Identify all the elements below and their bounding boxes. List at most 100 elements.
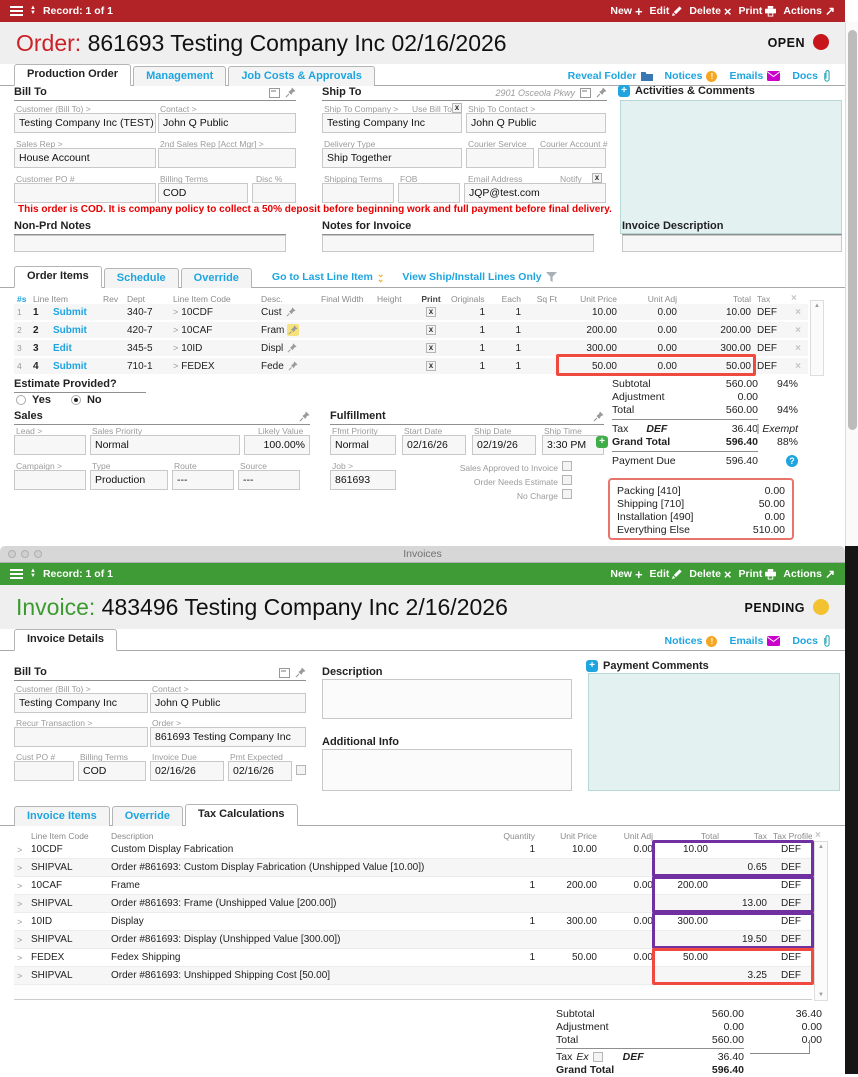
ffmt-priority-field[interactable]: Normal (330, 435, 396, 455)
pin-icon[interactable] (287, 360, 299, 372)
col-line-item[interactable]: Line Item (33, 294, 68, 304)
reveal-folder-link[interactable]: Reveal Folder (568, 70, 653, 82)
tab-override[interactable]: Override (180, 268, 252, 288)
notices-link[interactable]: Notices (665, 70, 718, 82)
col-unit-adj[interactable]: Unit Adj (623, 831, 653, 841)
line-action-link[interactable]: Submit (53, 324, 87, 336)
order-scrollbar-thumb[interactable] (848, 30, 857, 430)
disc-field[interactable] (252, 183, 296, 203)
order-item-row[interactable]: 1 1 Submit 340-7 >10CDF Cust x 1 1 10.00… (14, 304, 808, 322)
campaign-field[interactable] (14, 470, 86, 490)
pin-icon[interactable] (287, 324, 300, 336)
route-field[interactable]: --- (172, 470, 234, 490)
print-checkbox[interactable]: x (426, 361, 436, 371)
courier-account-field[interactable] (538, 148, 606, 168)
billing-terms-field[interactable]: COD (78, 761, 146, 781)
col-description[interactable]: Description (111, 831, 154, 841)
col-quantity[interactable]: Quantity (503, 831, 535, 841)
expand-arrow-icon[interactable]: > (17, 934, 23, 945)
needs-estimate-checkbox[interactable] (562, 475, 572, 485)
go-to-last-line-link[interactable]: Go to Last Line Item ⌄ ⌄ (271, 269, 385, 284)
scroll-down-icon[interactable]: ▼ (818, 992, 824, 998)
start-date-field[interactable]: 02/16/26 (402, 435, 466, 455)
estimate-yes-radio[interactable] (16, 395, 26, 405)
customer-field[interactable]: Testing Company Inc (TEST) (14, 113, 156, 133)
ship-date-field[interactable]: 02/19/26 (472, 435, 536, 455)
popup-window-icon[interactable] (269, 88, 280, 98)
invoice-item-row[interactable]: > SHIPVAL Order #861693: Custom Display … (14, 859, 828, 877)
sales-rep2-field[interactable] (158, 148, 296, 168)
invoice-titlebar[interactable]: Invoices (0, 546, 845, 563)
ship-contact-field[interactable]: John Q Public (466, 113, 606, 133)
emails-link[interactable]: Emails (729, 635, 781, 647)
order-item-row[interactable]: 3 3 Edit 345-5 >10ID Displ x 1 1 300.00 … (14, 340, 808, 358)
notes-for-invoice-field[interactable] (322, 235, 594, 252)
tab-tax-calculations[interactable]: Tax Calculations (184, 804, 298, 826)
add-payment-icon[interactable] (596, 436, 608, 449)
delete-row-icon[interactable]: × (795, 342, 801, 354)
col-dept[interactable]: Dept (127, 294, 145, 304)
actions-button[interactable]: Actions ↗ (783, 567, 835, 581)
delete-button[interactable]: Delete × (689, 3, 732, 19)
popup-window-icon[interactable] (580, 88, 591, 98)
customer-field[interactable]: Testing Company Inc (14, 693, 148, 713)
line-action-link[interactable]: Submit (53, 360, 87, 372)
additional-info-field[interactable] (322, 749, 572, 791)
tab-management[interactable]: Management (133, 66, 227, 86)
description-field[interactable] (322, 679, 572, 719)
pmt-expected-checkbox[interactable] (296, 765, 306, 775)
tab-invoice-items[interactable]: Invoice Items (14, 806, 110, 826)
use-bill-to-checkbox[interactable]: x (452, 103, 462, 113)
source-field[interactable]: --- (238, 470, 300, 490)
popup-window-icon[interactable] (279, 668, 290, 678)
delete-row-icon[interactable]: × (795, 360, 801, 372)
exempt-checkbox[interactable] (757, 423, 760, 434)
pmt-expected-field[interactable]: 02/16/26 (228, 761, 292, 781)
add-comment-icon[interactable] (618, 85, 630, 97)
tab-invoice-details[interactable]: Invoice Details (14, 629, 118, 651)
col-tax-profile[interactable]: Tax Profile (773, 831, 812, 841)
print-checkbox[interactable]: x (426, 343, 436, 353)
print-button[interactable]: Print (739, 5, 777, 17)
invoice-item-row[interactable]: > 10ID Display 1 300.00 0.00 300.00 DEF … (14, 913, 828, 931)
notices-link[interactable]: Notices (665, 635, 718, 647)
edit-button[interactable]: Edit (650, 5, 683, 17)
col-desc[interactable]: Desc. (261, 294, 283, 304)
new-button[interactable]: New + (610, 3, 643, 19)
estimate-no-radio[interactable] (70, 395, 81, 405)
invoice-item-row[interactable]: > SHIPVAL Order #861693: Frame (Unshippe… (14, 895, 828, 913)
col-code[interactable]: Line Item Code (173, 294, 231, 304)
invoice-due-field[interactable]: 02/16/26 (150, 761, 224, 781)
col-unit-price[interactable]: Unit Price (560, 831, 597, 841)
pin-icon[interactable] (285, 306, 297, 318)
col-each[interactable]: Each (501, 294, 521, 304)
print-button[interactable]: Print (739, 568, 777, 580)
invoice-item-row[interactable]: > 10CAF Frame 1 200.00 0.00 200.00 DEF × (14, 877, 828, 895)
fob-field[interactable] (398, 183, 460, 203)
record-sort-arrows-icon[interactable]: ▲ ▼ (30, 5, 36, 16)
tax-exempt-checkbox[interactable] (592, 1051, 603, 1062)
pin-icon[interactable] (286, 342, 298, 354)
customer-po-field[interactable] (14, 183, 156, 203)
menu-icon[interactable] (10, 569, 23, 579)
email-field[interactable]: JQP@test.com (464, 183, 606, 203)
view-ship-lines-link[interactable]: View Ship/Install Lines Only (402, 271, 557, 283)
record-sort-arrows-icon[interactable]: ▲ ▼ (30, 568, 36, 579)
contact-field[interactable]: John Q Public (150, 693, 306, 713)
col-num[interactable]: #s (17, 294, 27, 304)
col-code[interactable]: Line Item Code (31, 831, 89, 841)
likely-value-field[interactable]: 100.00% (244, 435, 310, 455)
ship-time-field[interactable]: 3:30 PM (542, 435, 604, 455)
print-checkbox[interactable]: x (426, 325, 436, 335)
shipping-terms-field[interactable] (322, 183, 394, 203)
col-print[interactable]: Print (421, 294, 441, 304)
expand-arrow-icon[interactable]: > (17, 844, 23, 855)
recur-transaction-field[interactable] (14, 727, 148, 747)
type-field[interactable]: Production (90, 470, 168, 490)
edit-button[interactable]: Edit (650, 568, 683, 580)
expand-arrow-icon[interactable]: > (17, 970, 23, 981)
order-table-scrollbar[interactable]: ▲ (810, 300, 824, 376)
contact-field[interactable]: John Q Public (158, 113, 296, 133)
col-total[interactable]: Total (701, 831, 719, 841)
col-unit-adj[interactable]: Unit Adj (647, 294, 677, 304)
